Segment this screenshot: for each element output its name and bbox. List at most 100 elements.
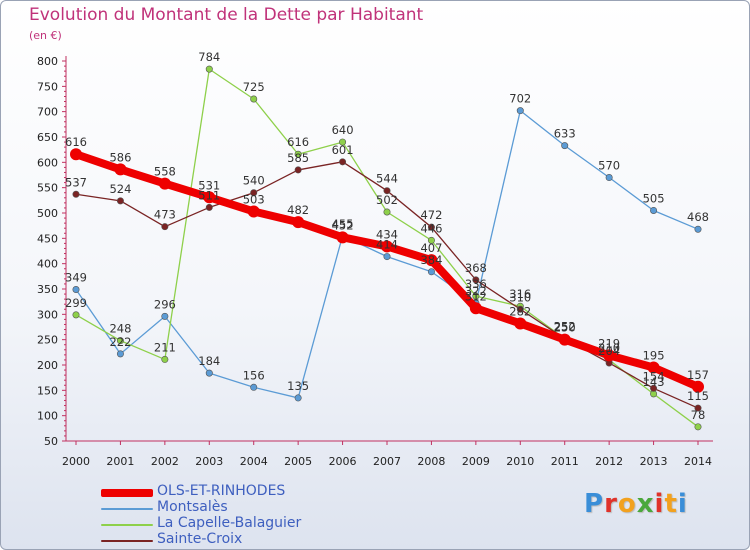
data-label: 524 (109, 182, 131, 196)
data-point (650, 384, 658, 392)
series-1 (72, 107, 702, 402)
y-tick-label: 150 (37, 384, 58, 397)
data-point (425, 254, 438, 267)
y-tick-label: 650 (37, 131, 58, 144)
data-label: 156 (243, 368, 265, 382)
x-tick-label: 2010 (506, 455, 534, 468)
logo-letter: P (584, 489, 605, 519)
data-point (383, 187, 391, 195)
axes: 50 100 150 200 250 300 350 400 450 500 550 600 650 70… (37, 55, 713, 468)
y-tick-label: 400 (37, 258, 58, 271)
x-tick-label: 2006 (329, 455, 357, 468)
legend-label: La Capelle-Balaguier (157, 515, 302, 531)
x-tick-label: 2013 (640, 455, 668, 468)
data-point (294, 166, 302, 174)
y-tick-label: 700 (37, 106, 58, 119)
logo-letter: i (677, 489, 688, 519)
logo-letter: o (617, 489, 637, 519)
data-label: 468 (687, 210, 709, 224)
data-point (70, 148, 82, 161)
data-label: 222 (109, 335, 131, 349)
data-label: 299 (65, 296, 87, 310)
data-point (114, 163, 127, 176)
data-point (692, 380, 704, 393)
data-point (558, 333, 571, 346)
series-labels: 616 586 558 531 503 482 452 434 407 312 282 250 219 1… (65, 50, 709, 422)
data-point (161, 223, 169, 231)
data-label: 316 (509, 287, 531, 301)
y-tick-label: 550 (37, 182, 58, 195)
y-tick-label: 100 (37, 410, 58, 423)
y-tick-label: 250 (37, 334, 58, 347)
x-tick-label: 2004 (240, 455, 268, 468)
data-point (694, 423, 702, 431)
data-label: 310 (509, 290, 531, 304)
data-point (516, 305, 524, 313)
legend-swatch (101, 540, 153, 542)
data-label: 195 (643, 349, 665, 363)
data-label: 502 (376, 193, 398, 207)
legend-swatch (101, 508, 153, 510)
logo-letter: r (604, 489, 618, 519)
y-tick-label: 50 (44, 435, 58, 448)
data-label: 558 (154, 165, 176, 179)
data-point (205, 65, 213, 73)
data-label: 184 (198, 354, 220, 368)
proxiti-logo: Proxiti (584, 489, 688, 519)
data-point (116, 337, 124, 345)
data-label: 633 (554, 127, 576, 141)
data-label: 135 (287, 379, 309, 393)
legend-label: Montsalès (157, 499, 228, 515)
x-tick-label: 2012 (595, 455, 623, 468)
data-label: 446 (420, 221, 442, 235)
data-label: 210 (598, 341, 620, 355)
data-point (514, 317, 527, 330)
legend-swatch (101, 489, 153, 497)
x-tick-label: 2014 (684, 455, 712, 468)
data-point (294, 394, 302, 402)
data-label: 336 (465, 277, 487, 291)
x-tick-label: 2005 (284, 455, 312, 468)
legend-item: Montsalès (101, 499, 361, 516)
logo-letter: t (664, 489, 678, 519)
data-point (472, 292, 480, 300)
x-tick-label: 2002 (151, 455, 179, 468)
chart-title: Evolution du Montant de la Dette par Hab… (29, 5, 424, 25)
chart-subtitle: (en €) (29, 29, 62, 42)
series-lines (70, 65, 704, 431)
data-point (603, 349, 616, 362)
data-point (383, 253, 391, 261)
data-point (694, 404, 702, 412)
data-point (205, 369, 213, 377)
data-label: 384 (420, 253, 442, 267)
data-point (72, 190, 80, 198)
legend-item: La Capelle-Balaguier (101, 515, 361, 532)
data-label: 78 (691, 408, 706, 422)
data-point (336, 231, 349, 244)
data-point (72, 311, 80, 319)
data-label: 157 (687, 368, 709, 382)
y-tick-label: 450 (37, 232, 58, 245)
data-point (381, 240, 393, 253)
data-label: 482 (287, 203, 309, 217)
x-tick-label: 2001 (106, 455, 134, 468)
series-0 (70, 148, 704, 393)
data-label: 511 (198, 188, 220, 202)
data-point (158, 177, 171, 190)
data-label: 540 (243, 174, 265, 188)
data-point (339, 158, 347, 166)
data-label: 211 (154, 340, 176, 354)
y-tick-label: 800 (37, 55, 58, 68)
data-point (472, 276, 480, 284)
data-point (427, 236, 435, 244)
data-label: 219 (598, 336, 620, 350)
legend-item: OLS-ET-RINHODES (101, 483, 361, 500)
data-label: 702 (509, 92, 531, 106)
data-label: 544 (376, 172, 398, 186)
legend-label: OLS-ET-RINHODES (157, 483, 286, 499)
data-label: 472 (420, 208, 442, 222)
data-label: 616 (287, 135, 309, 149)
data-point (427, 223, 435, 231)
data-label: 322 (465, 284, 487, 298)
